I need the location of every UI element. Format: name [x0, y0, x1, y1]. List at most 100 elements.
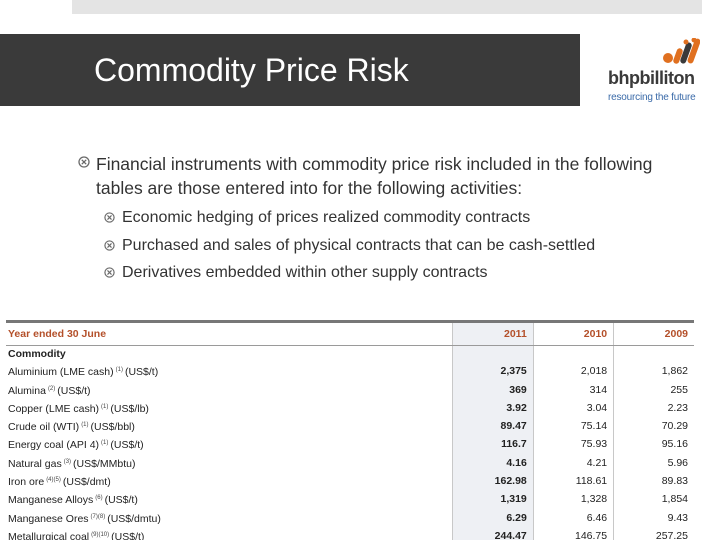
circled-cross-icon: [104, 212, 115, 223]
value-y2010: 75.93: [532, 435, 614, 454]
value-y2010: 3.04: [532, 398, 614, 418]
value-y2009: 1,854: [613, 490, 694, 509]
commodity-label: Iron ore (4)(5) (US$/dmt): [6, 472, 453, 490]
commodity-footnote: (7)(8): [90, 513, 106, 520]
commodity-label: Crude oil (WTI) (1) (US$/bbl): [6, 417, 453, 435]
table-row: Energy coal (API 4) (1) (US$/t) 116.7 75.93 9…: [6, 435, 694, 454]
header-2009: 2009: [613, 323, 694, 346]
value-y2010: 6.46: [532, 508, 614, 527]
logo-wordmark: bhpbilliton: [608, 68, 695, 88]
title-bar: Commodity Price Risk: [0, 34, 580, 106]
table-row: Crude oil (WTI) (1) (US$/bbl) 89.47 75.14 70.…: [6, 417, 694, 436]
value-y2009: 255: [613, 380, 694, 399]
value-y2011: 244.47: [452, 526, 534, 540]
table-row: Copper (LME cash) (1) (US$/lb) 3.92 3.04 2.23: [6, 398, 694, 418]
table-row: Natural gas (3) (US$/MMbtu) 4.16 4.21 5.96: [6, 453, 694, 473]
value-y2011: 162.98: [452, 472, 534, 491]
value-y2011: 4.16: [452, 453, 534, 473]
slide-title: Commodity Price Risk: [94, 52, 409, 88]
value-y2011: 6.29: [452, 508, 534, 527]
value-y2010: 4.21: [532, 453, 614, 473]
commodity-unit: (US$/bbl): [90, 421, 135, 434]
value-y2010: 118.61: [532, 472, 614, 491]
commodity-label: Copper (LME cash) (1) (US$/lb): [6, 399, 453, 417]
value-y2009: 70.29: [613, 417, 694, 436]
sub-bullet: Derivatives embedded within other supply…: [104, 259, 698, 287]
commodity-unit: (US$/t): [57, 384, 91, 397]
table-row: Metallurgical coal (9)(10) (US$/t) 244.47 14…: [6, 526, 694, 540]
commodity-label: Alumina (2) (US$/t): [6, 381, 453, 399]
sub-bullet: Economic hedging of prices realized comm…: [104, 204, 698, 232]
commodity-name: Aluminium (LME cash): [8, 366, 114, 379]
bullet-main: Financial instruments with commodity pri…: [78, 152, 698, 200]
bullet-main-text: Financial instruments with commodity pri…: [96, 154, 653, 198]
price-table: Year ended 30 June 2011 2010 2009 Commod…: [6, 323, 694, 540]
commodity-footnote: (1): [101, 440, 109, 447]
commodity-label: Energy coal (API 4) (1) (US$/t): [6, 435, 453, 453]
commodity-footnote: (1): [81, 422, 89, 429]
value-y2009: 257.25: [613, 526, 694, 540]
value-y2009: 5.96: [613, 453, 694, 473]
value-y2011: 2,375: [452, 362, 534, 381]
value-y2010: 1,328: [532, 490, 614, 509]
commodity-name: Crude oil (WTI): [8, 421, 80, 434]
commodity-footnote: (1): [101, 403, 109, 410]
commodity-footnote: (9)(10): [91, 531, 110, 538]
value-y2011: 3.92: [452, 398, 534, 418]
commodity-footnote: (3): [63, 458, 72, 465]
circled-cross-icon: [78, 156, 90, 168]
commodity-unit: (US$/dmt): [62, 476, 111, 489]
commodity-unit: (US$/t): [110, 439, 144, 452]
commodity-label: Manganese Alloys (6) (US$/t): [6, 490, 453, 508]
commodity-footnote: (1): [115, 367, 123, 374]
commodity-name: Manganese Alloys: [8, 494, 94, 507]
value-y2009: 2.23: [613, 398, 694, 418]
sub-bullet-list: Economic hedging of prices realized comm…: [78, 204, 698, 287]
commodity-footnote: (4)(5): [46, 477, 61, 484]
logo-mark-icon: [663, 38, 700, 64]
value-y2009: 1,862: [613, 362, 694, 381]
commodity-unit: (US$/t): [124, 366, 159, 379]
commodity-name: Manganese Ores: [8, 512, 89, 525]
value-y2010: 2,018: [532, 362, 614, 381]
sub-bullet: Purchased and sales of physical contract…: [104, 232, 698, 260]
commodity-name: Copper (LME cash): [8, 402, 100, 415]
value-y2010: 314: [532, 380, 614, 399]
commodity-unit: (US$/t): [111, 530, 145, 540]
table-row: Manganese Ores (7)(8) (US$/dmtu) 6.29 6.46 9.…: [6, 508, 694, 527]
sub-bullet-text: Purchased and sales of physical contract…: [122, 236, 596, 254]
value-y2010: 75.14: [532, 417, 614, 436]
table-row: Aluminium (LME cash) (1) (US$/t) 2,375 2,018…: [6, 362, 694, 381]
commodity-name: Iron ore: [8, 476, 45, 489]
table-row: Manganese Alloys (6) (US$/t) 1,319 1,328 1,85…: [6, 490, 694, 509]
header-2011: 2011: [452, 323, 534, 346]
commodity-unit: (US$/dmtu): [107, 512, 161, 525]
bhp-logo: bhpbilliton resourcing the future: [606, 38, 706, 108]
commodity-name: Alumina: [8, 384, 46, 397]
value-y2009: 89.83: [613, 472, 694, 491]
commodity-footnote: (6): [95, 495, 103, 502]
commodity-unit: (US$/MMbtu): [73, 457, 136, 470]
table-header-row: Year ended 30 June 2011 2010 2009: [6, 323, 694, 346]
commodity-label: Natural gas (3) (US$/MMbtu): [6, 454, 453, 472]
commodity-label: Metallurgical coal (9)(10) (US$/t): [6, 527, 453, 540]
table-top-rule: [6, 320, 694, 323]
commodity-price-table: Year ended 30 June 2011 2010 2009 Commod…: [6, 320, 694, 540]
commodity-label: Aluminium (LME cash) (1) (US$/t): [6, 362, 453, 380]
commodity-unit: (US$/lb): [110, 402, 149, 415]
value-y2011: 89.47: [452, 417, 534, 436]
commodity-label: Manganese Ores (7)(8) (US$/dmtu): [6, 509, 453, 527]
circled-cross-icon: [104, 239, 115, 251]
table-row: Alumina (2) (US$/t) 369 314 255: [6, 380, 694, 399]
sub-bullet-text: Economic hedging of prices realized comm…: [122, 209, 531, 226]
value-y2011: 116.7: [452, 435, 534, 454]
commodity-name: Natural gas: [8, 457, 62, 470]
circled-cross-icon: [104, 267, 115, 278]
commodity-unit: (US$/t): [104, 494, 138, 507]
commodity-name: Metallurgical coal: [8, 530, 90, 540]
header-year-ended: Year ended 30 June: [6, 323, 453, 346]
top-decorative-strip: [72, 0, 702, 14]
value-y2009: 9.43: [613, 508, 694, 527]
commodity-footnote: (2): [47, 385, 56, 392]
value-y2010: 146.75: [532, 526, 614, 540]
